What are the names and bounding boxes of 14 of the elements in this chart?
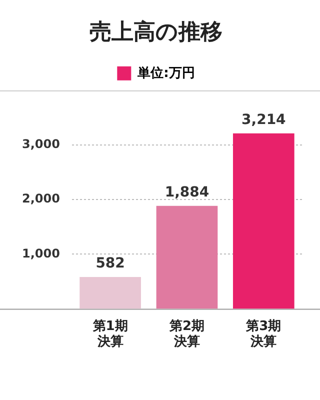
chart-title: 売上高の推移 bbox=[90, 18, 222, 45]
y-tick-label: 2,000 bbox=[22, 192, 60, 206]
x-tick-label: 第2期決算 bbox=[168, 318, 204, 350]
bar bbox=[232, 133, 294, 309]
x-tick-label: 第3期決算 bbox=[245, 318, 282, 350]
y-tick-label: 3,000 bbox=[22, 137, 60, 152]
bar bbox=[156, 206, 218, 309]
data-label: 1,884 bbox=[164, 184, 210, 201]
y-tick-label: 1,000 bbox=[22, 246, 60, 260]
data-label: 582 bbox=[96, 256, 125, 272]
data-label: 3,214 bbox=[242, 112, 286, 128]
bar bbox=[80, 277, 141, 309]
x-tick-label: 第1期決算 bbox=[92, 318, 128, 350]
legend-label: 単位:万円 bbox=[136, 66, 195, 81]
